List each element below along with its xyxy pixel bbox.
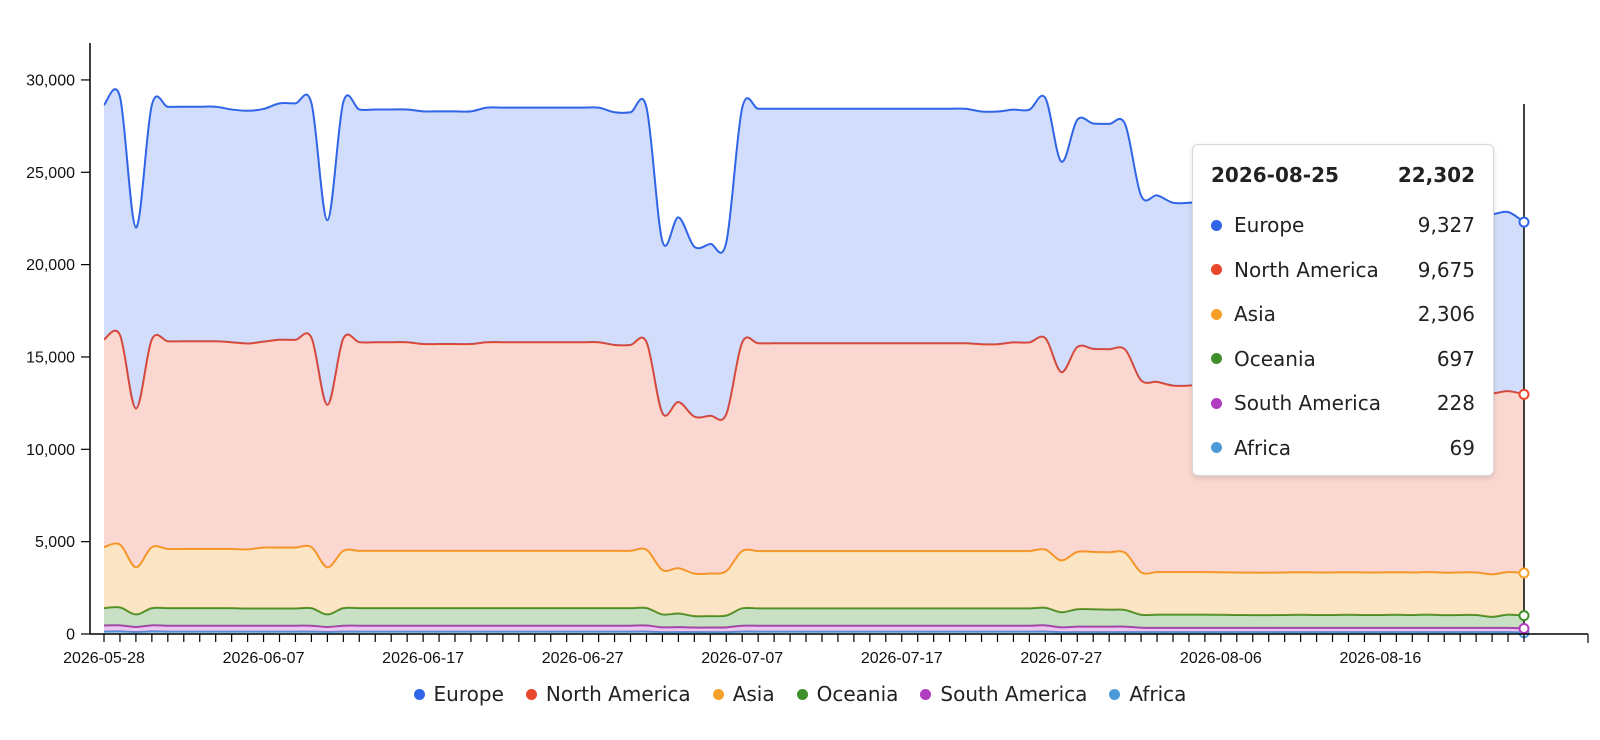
y-tick-label: 15,000 — [26, 349, 75, 366]
area-oceania — [104, 607, 1524, 629]
x-tick-label: 2026-07-17 — [861, 650, 943, 667]
hover-tooltip: 2026-08-25 22,302 Europe 9,327 North Ame… — [1192, 144, 1494, 476]
tooltip-row-label: Europe — [1234, 213, 1305, 238]
oceania-dot-icon — [1211, 353, 1222, 365]
x-tick-label: 2026-08-16 — [1339, 650, 1421, 667]
north-america-dot-icon — [1211, 264, 1222, 276]
y-tick-label: 10,000 — [26, 442, 75, 459]
line-south-america — [103, 624, 1525, 630]
tooltip-row-south-america: South America 228 — [1211, 381, 1475, 426]
tooltip-row-value: 9,327 — [1417, 213, 1475, 238]
legend-label: Africa — [1129, 682, 1187, 706]
legend-label: South America — [940, 682, 1088, 706]
legend-item-europe[interactable]: Europe — [413, 682, 504, 706]
hover-point-south-america — [1518, 623, 1530, 635]
tooltip-row-africa: Africa 69 — [1211, 426, 1475, 471]
south-america-dot-icon — [1211, 397, 1222, 409]
tooltip-header: 2026-08-25 22,302 — [1211, 163, 1475, 187]
legend-label: Oceania — [816, 682, 899, 706]
x-tick-label: 2026-06-17 — [382, 650, 464, 667]
asia-dot-icon — [1211, 308, 1222, 320]
south-america-legend-dot-icon — [920, 688, 932, 700]
tooltip-row-asia: Asia 2,306 — [1211, 292, 1475, 337]
legend-item-south-america[interactable]: South America — [920, 682, 1087, 706]
hover-point-oceania — [1518, 610, 1530, 622]
area-europe — [104, 89, 1524, 420]
legend-item-oceania[interactable]: Oceania — [796, 682, 899, 706]
area-south-america — [104, 625, 1524, 633]
line-africa — [103, 630, 1525, 634]
y-tick-label: 30,000 — [26, 72, 75, 89]
y-tick-label: 0 — [66, 627, 75, 644]
tooltip-row-label: Oceania — [1234, 346, 1316, 371]
legend-item-asia[interactable]: Asia — [712, 682, 775, 706]
hover-point-north-america — [1518, 388, 1530, 400]
tooltip-row-value: 697 — [1436, 346, 1475, 371]
tooltip-row-label: Africa — [1234, 435, 1292, 460]
chart-legend: Europe North America Asia Oceania South … — [0, 682, 1600, 706]
tooltip-row-oceania: Oceania 697 — [1211, 337, 1475, 382]
north-america-legend-dot-icon — [525, 688, 537, 700]
line-asia — [103, 542, 1525, 576]
tooltip-row-label: South America — [1234, 391, 1381, 416]
tooltip-row-europe: Europe 9,327 — [1211, 203, 1475, 248]
legend-item-north-america[interactable]: North America — [525, 682, 691, 706]
x-tick-label: 2026-07-07 — [701, 650, 783, 667]
legend-item-africa[interactable]: Africa — [1109, 682, 1186, 706]
hover-point-europe — [1518, 216, 1530, 228]
area-north-america — [104, 330, 1524, 575]
x-tick-label: 2026-06-27 — [542, 650, 624, 667]
line-oceania — [103, 606, 1525, 618]
tooltip-row-value: 2,306 — [1417, 302, 1475, 327]
x-tick-label: 2026-08-06 — [1180, 650, 1262, 667]
tooltip-row-label: Asia — [1234, 302, 1276, 327]
x-tick-label: 2026-07-27 — [1020, 650, 1102, 667]
x-tick-label: 2026-06-07 — [223, 650, 305, 667]
tooltip-row-value: 9,675 — [1417, 257, 1475, 282]
asia-legend-dot-icon — [712, 688, 724, 700]
tooltip-row-label: North America — [1234, 257, 1379, 282]
y-tick-label: 20,000 — [26, 257, 75, 274]
africa-legend-dot-icon — [1109, 688, 1121, 700]
europe-dot-icon — [1211, 219, 1222, 231]
legend-label: North America — [545, 682, 691, 706]
tooltip-date: 2026-08-25 — [1211, 163, 1339, 187]
x-tick-label: 2026-05-28 — [63, 650, 145, 667]
y-tick-label: 5,000 — [35, 534, 75, 551]
stacked-area-chart: 0 5,000 10,000 15,000 20,000 25,000 30,000 2026… — [26, 43, 1589, 667]
y-tick-label: 25,000 — [26, 165, 75, 182]
oceania-legend-dot-icon — [796, 688, 808, 700]
africa-dot-icon — [1211, 442, 1222, 454]
legend-label: Europe — [433, 682, 504, 706]
tooltip-row-north-america: North America 9,675 — [1211, 248, 1475, 293]
legend-label: Asia — [732, 682, 775, 706]
hover-point-asia — [1518, 567, 1530, 579]
europe-legend-dot-icon — [413, 688, 425, 700]
area-asia — [104, 543, 1524, 617]
tooltip-row-value: 69 — [1449, 435, 1475, 460]
tooltip-total: 22,302 — [1397, 163, 1475, 187]
tooltip-row-value: 228 — [1436, 391, 1475, 416]
